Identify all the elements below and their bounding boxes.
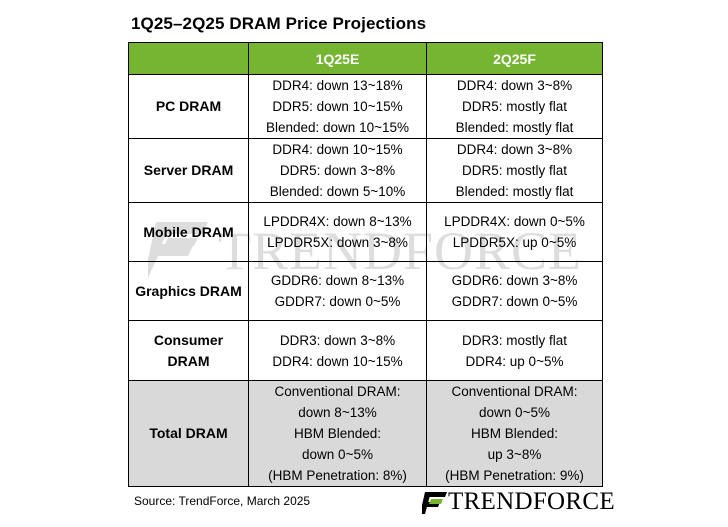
cell-total-dram-2q25f: Conventional DRAM: down 0~5% HBM Blended…: [426, 380, 603, 487]
row-label-mobile-dram: Mobile DRAM: [128, 202, 249, 262]
header-2q25f: 2Q25F: [426, 42, 603, 75]
page-title: 1Q25–2Q25 DRAM Price Projections: [131, 14, 427, 33]
table-row-pc-dram: PC DRAM DDR4: down 13~18% DDR5: down 10~…: [128, 74, 603, 139]
row-label-consumer-dram: Consumer DRAM: [128, 320, 249, 381]
header-blank-cell: [128, 42, 249, 75]
header-row: 1Q25E 2Q25F: [128, 42, 603, 75]
cell-total-dram-1q25e: Conventional DRAM: down 8~13% HBM Blende…: [248, 380, 427, 487]
row-label-server-dram: Server DRAM: [128, 138, 249, 203]
cell-server-dram-2q25f: DDR4: down 3~8% DDR5: mostly flat Blende…: [426, 138, 603, 203]
cell-pc-dram-2q25f: DDR4: down 3~8% DDR5: mostly flat Blende…: [426, 74, 603, 139]
row-label-pc-dram: PC DRAM: [128, 74, 249, 139]
cell-server-dram-1q25e: DDR4: down 10~15% DDR5: down 3~8% Blende…: [248, 138, 427, 203]
trendforce-logo-icon: [422, 492, 447, 516]
cell-consumer-dram-2q25f: DDR3: mostly flat DDR4: up 0~5%: [426, 320, 603, 381]
cell-mobile-dram-2q25f: LPDDR4X: down 0~5% LPDDR5X: up 0~5%: [426, 202, 603, 262]
price-projection-table: 1Q25E 2Q25F PC DRAM DDR4: down 13~18% DD…: [128, 42, 603, 487]
table-row-graphics-dram: Graphics DRAM GDDR6: down 8~13% GDDR7: d…: [128, 261, 603, 321]
table-row-consumer-dram: Consumer DRAM DDR3: down 3~8% DDR4: down…: [128, 320, 603, 381]
source-note: Source: TrendForce, March 2025: [134, 494, 311, 508]
table-row-server-dram: Server DRAM DDR4: down 10~15% DDR5: down…: [128, 138, 603, 203]
table-row-mobile-dram: Mobile DRAM LPDDR4X: down 8~13% LPDDR5X:…: [128, 202, 603, 262]
brand-text: TRENDFORCE: [448, 488, 615, 515]
header-1q25e: 1Q25E: [248, 42, 427, 75]
cell-graphics-dram-2q25f: GDDR6: down 3~8% GDDR7: down 0~5%: [426, 261, 603, 321]
row-label-total-dram: Total DRAM: [128, 380, 249, 487]
cell-graphics-dram-1q25e: GDDR6: down 8~13% GDDR7: down 0~5%: [248, 261, 427, 321]
cell-mobile-dram-1q25e: LPDDR4X: down 8~13% LPDDR5X: down 3~8%: [248, 202, 427, 262]
row-label-graphics-dram: Graphics DRAM: [128, 261, 249, 321]
trendforce-brand: TRENDFORCE: [422, 488, 615, 518]
cell-pc-dram-1q25e: DDR4: down 13~18% DDR5: down 10~15% Blen…: [248, 74, 427, 139]
table-row-total-dram: Total DRAM Conventional DRAM: down 8~13%…: [128, 380, 603, 487]
cell-consumer-dram-1q25e: DDR3: down 3~8% DDR4: down 10~15%: [248, 320, 427, 381]
